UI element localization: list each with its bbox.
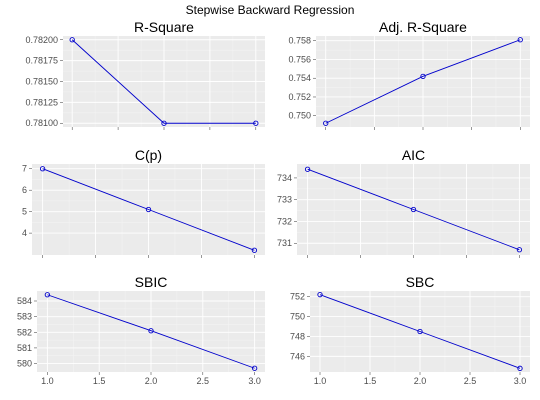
series-line <box>319 294 521 369</box>
y-tick-label: 7 <box>22 164 27 174</box>
y-tick-label: 734 <box>277 173 292 183</box>
y-tick-label: 0.754 <box>288 73 311 83</box>
panel-2: C(p) 4 5 6 7 <box>22 147 265 258</box>
y-tick-label: 5 <box>22 207 27 217</box>
y-tick-label: 0.78100 <box>25 118 58 128</box>
y-tick-label: 580 <box>17 359 32 369</box>
data-point <box>304 166 311 172</box>
data-point <box>317 292 323 298</box>
data-point <box>420 73 426 79</box>
y-tick-label: 0.752 <box>288 92 311 102</box>
data-point <box>323 120 329 126</box>
x-tick-label: 2.0 <box>414 376 427 386</box>
data-point <box>517 365 523 371</box>
x-tick-label: 2.0 <box>145 376 158 386</box>
y-tick-label: 746 <box>290 351 305 361</box>
panel-4: SBIC 580 581 582 583 584 1.0 1.5 2.0 2.5 3.0 <box>17 274 265 386</box>
data-point <box>251 247 258 253</box>
y-tick-label: 0.756 <box>288 54 311 64</box>
data-point <box>417 328 423 335</box>
y-tick-label: 4 <box>22 228 27 238</box>
panel-title: R-Square <box>134 19 194 35</box>
y-tick-label: 0.78175 <box>25 56 58 66</box>
panel-title: AIC <box>402 147 425 163</box>
x-tick-label: 1.0 <box>41 376 54 386</box>
figure-title: Stepwise Backward Regression <box>186 3 355 17</box>
x-tick-label: 3.0 <box>248 376 261 386</box>
data-point <box>253 120 259 126</box>
series-line <box>325 39 521 124</box>
panel-title: SBIC <box>135 274 168 290</box>
data-point <box>161 120 167 126</box>
x-tick-label: 3.0 <box>514 376 527 386</box>
data-point <box>145 206 152 213</box>
series-line <box>71 39 256 124</box>
data-point <box>516 247 523 253</box>
x-tick-label: 1.5 <box>93 376 106 386</box>
y-tick-label: 733 <box>277 195 292 205</box>
x-tick-label: 1.0 <box>314 376 327 386</box>
series-line <box>42 168 255 251</box>
y-tick-label: 582 <box>17 327 32 337</box>
panel-title: C(p) <box>135 147 162 163</box>
chart-panels: R-Square 0.78100 0.78125 0.78150 0.78175 0.78… <box>17 19 530 386</box>
data-point <box>410 206 417 213</box>
series-line <box>307 168 520 251</box>
y-tick-label: 750 <box>290 312 305 322</box>
y-tick-label: 748 <box>290 331 305 341</box>
y-tick-label: 0.750 <box>288 111 311 121</box>
y-tick-label: 0.758 <box>288 36 311 46</box>
y-tick-label: 752 <box>290 292 305 302</box>
y-tick-label: 584 <box>17 296 32 306</box>
series-line <box>47 294 255 369</box>
panel-title: Adj. R-Square <box>379 19 467 35</box>
y-tick-label: 732 <box>277 216 292 226</box>
panel-title: SBC <box>406 274 435 290</box>
y-tick-label: 6 <box>22 185 27 195</box>
y-tick-label: 583 <box>17 312 32 322</box>
data-point <box>39 166 46 172</box>
data-point <box>517 37 523 43</box>
data-point <box>148 328 154 334</box>
x-tick-label: 2.5 <box>197 376 210 386</box>
data-point <box>44 292 51 298</box>
panel-0: R-Square 0.78100 0.78125 0.78150 0.78175 0.78… <box>25 19 265 130</box>
panel-3: AIC 731 732 733 734 <box>277 147 530 258</box>
panel-5: SBC 746 748 750 752 1.0 1.5 2.0 2.5 3.0 <box>290 274 530 386</box>
y-tick-label: 0.78150 <box>25 77 58 87</box>
y-tick-label: 731 <box>277 238 292 248</box>
y-tick-label: 0.78125 <box>25 97 58 107</box>
data-point <box>69 37 75 43</box>
data-point <box>251 365 258 371</box>
x-tick-label: 1.5 <box>364 376 377 386</box>
x-tick-label: 2.5 <box>464 376 477 386</box>
y-tick-label: 581 <box>17 343 32 353</box>
y-tick-label: 0.78200 <box>25 35 58 45</box>
panel-1: Adj. R-Square 0.750 0.752 0.754 0.756 0.758 <box>288 19 530 130</box>
